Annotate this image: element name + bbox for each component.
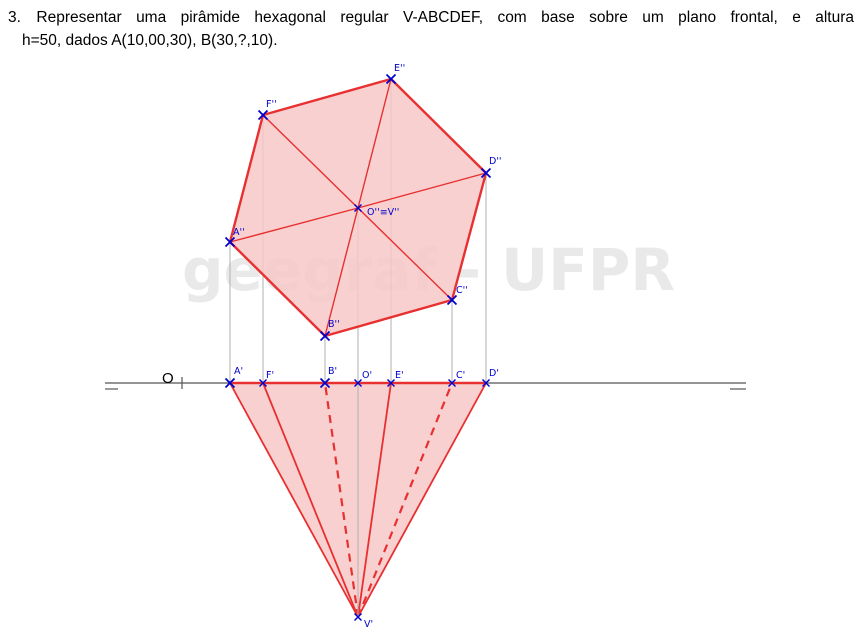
problem-number: 3.	[8, 9, 21, 26]
marker-v1	[354, 613, 362, 621]
problem-line-1: 3. Representar uma pirâmide hexagonal re…	[8, 6, 854, 29]
label-b1: B'	[328, 366, 337, 377]
point-markers	[224, 73, 492, 621]
edge-vb-top-hidden	[323, 382, 360, 618]
label-d1: D'	[489, 368, 499, 379]
top-projection	[229, 381, 487, 618]
marker-f1	[259, 379, 267, 387]
label-a1: A'	[234, 366, 243, 377]
edge-vd-frontal	[357, 172, 487, 209]
marker-d1	[482, 379, 490, 387]
edge-vf-top	[262, 382, 359, 618]
lateral-edges-top	[229, 382, 487, 618]
label-c1: C'	[456, 370, 465, 381]
edge-vf-frontal	[262, 114, 359, 209]
edge-ve-frontal	[357, 78, 392, 209]
marker-o2-v2	[354, 204, 362, 212]
point-labels: A'' B'' C'' D'' E'' F'' O''≡V'' A' F' B'…	[233, 63, 502, 630]
problem-text-1: Representar uma pirâmide hexagonal regul…	[36, 9, 854, 26]
marker-b1	[319, 377, 331, 389]
marker-c2	[446, 294, 458, 306]
lateral-edges-frontal	[229, 78, 487, 337]
label-o2-v2: O''≡V''	[367, 207, 399, 218]
label-a2: A''	[233, 227, 245, 238]
origin-label: O	[162, 370, 174, 387]
marker-a2	[224, 236, 236, 248]
marker-c1	[448, 379, 456, 387]
problem-statement: 3. Representar uma pirâmide hexagonal re…	[8, 6, 854, 52]
edge-ve-top	[357, 382, 392, 618]
hidden-edges-top	[323, 382, 454, 618]
label-b2: B''	[328, 319, 340, 330]
problem-line-2: h=50, dados A(10,00,30), B(30,?,10).	[22, 32, 278, 49]
label-f2: F''	[266, 99, 277, 110]
marker-d2	[480, 167, 492, 179]
label-e2: E''	[394, 63, 405, 74]
label-e1: E'	[395, 370, 404, 381]
marker-a1	[224, 377, 236, 389]
label-v1: V'	[364, 619, 373, 630]
marker-o1	[354, 379, 362, 387]
label-c2: C''	[456, 285, 468, 296]
edge-vd-top	[357, 382, 487, 618]
label-o1: O'	[362, 370, 372, 381]
marker-e2	[385, 73, 397, 85]
label-d2: D''	[489, 156, 502, 167]
edge-vb-frontal	[324, 207, 359, 337]
label-f1: F'	[266, 370, 274, 381]
edge-vc-frontal	[357, 207, 453, 301]
marker-f2	[257, 109, 269, 121]
edge-vc-top-hidden	[356, 382, 454, 618]
marker-b2	[319, 330, 331, 342]
edge-va-top	[229, 382, 359, 618]
edge-va-frontal	[229, 207, 359, 243]
marker-e1	[387, 379, 395, 387]
